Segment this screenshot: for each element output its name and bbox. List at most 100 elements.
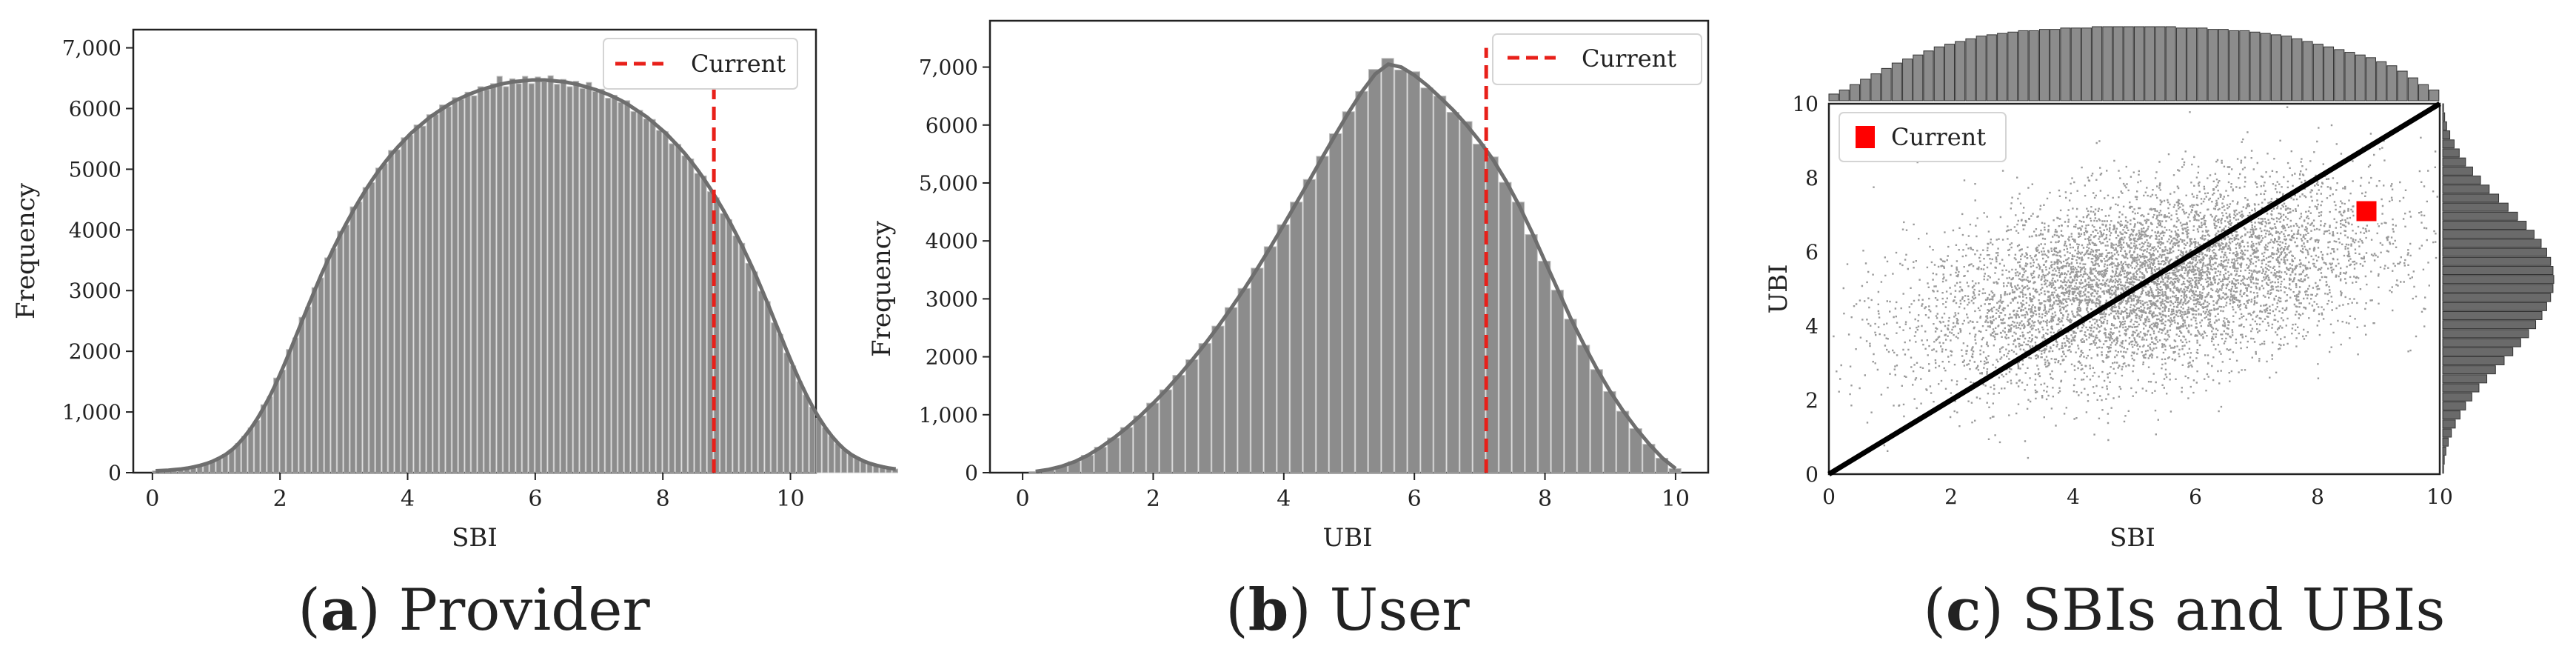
a-bar	[623, 100, 631, 473]
b-bar	[1277, 224, 1290, 473]
a-bar	[739, 242, 746, 473]
panel-c-top-marginal-bar	[2249, 31, 2261, 101]
a-bar	[503, 86, 509, 473]
panel-a-caption-text: Provider	[399, 577, 651, 644]
a-bar	[432, 114, 439, 473]
a-bar	[726, 219, 732, 473]
a-y-tick-label: 2000	[69, 339, 121, 364]
b-bar	[1159, 389, 1172, 473]
a-bar	[732, 236, 739, 473]
a-bar	[828, 436, 834, 473]
b-bar	[1237, 287, 1251, 473]
a-x-tick-label: 8	[656, 486, 670, 512]
b-bar	[1577, 345, 1590, 473]
panel-c-right-marginal-bar	[2442, 302, 2547, 311]
panel-b-y-ticks: 0 1,000 2000 3000 4000 5,000 6000 7,000	[919, 56, 990, 485]
a-bar	[752, 271, 758, 473]
a-bar	[305, 306, 312, 473]
b-x-tick-label: 0	[1016, 486, 1030, 512]
panel-c-top-marginal-bar	[2386, 65, 2398, 101]
panel-c-top-marginal-bar	[2007, 31, 2018, 101]
a-bar	[783, 353, 790, 473]
panel-c-right-marginal-histogram	[2442, 103, 2555, 474]
panel-b-x-ticks: 0 2 4 6 8 10	[1016, 473, 1690, 512]
panel-c-right-marginal-bar	[2442, 437, 2449, 447]
a-bar	[522, 76, 529, 473]
panel-c-y-axis-label: UBI	[1764, 264, 1793, 313]
a-bar	[764, 301, 771, 473]
panel-a-legend-box	[603, 38, 798, 90]
panel-a-bars	[152, 75, 899, 473]
a-bar	[745, 262, 752, 473]
panel-c-top-marginal-bar	[2197, 27, 2208, 101]
panel-c-x-axis-label: SBI	[2110, 523, 2155, 553]
a-y-tick-label: 7,000	[62, 36, 121, 61]
a-bar	[413, 124, 420, 473]
b-bar	[1590, 369, 1603, 473]
a-bar	[496, 76, 503, 473]
panel-c-top-marginal-bar	[1913, 54, 1924, 101]
panel-b-x-axis-label: UBI	[1322, 523, 1372, 553]
a-bar	[477, 86, 484, 473]
panel-c-right-marginal-bar	[2442, 374, 2488, 384]
panel-c-right-marginal-bar	[2442, 293, 2552, 302]
panel-c-top-marginal-bar	[2218, 29, 2229, 101]
a-bar	[803, 394, 809, 473]
panel-c-right-marginal-bar	[2442, 157, 2466, 167]
a-bar	[579, 87, 586, 473]
panel-c-scatter: 0 2 4 6 8 10 0 2 4 6 8 10 SBI UBI Current (c) SBIs…	[1764, 26, 2555, 644]
b-y-tick-label: 5,000	[919, 171, 978, 196]
a-bar	[720, 213, 726, 473]
b-x-tick-label: 8	[1538, 486, 1552, 512]
panel-c-top-marginal-bar	[2165, 26, 2176, 101]
panel-c-top-marginal-bar	[1965, 38, 1976, 101]
b-bar	[1616, 410, 1630, 473]
panel-c-x-tick-label: 0	[1822, 485, 1836, 509]
panel-c-x-ticks: 0 2 4 6 8 10	[1822, 485, 2453, 509]
panel-c-right-marginal-bar	[2442, 329, 2529, 339]
a-bar	[318, 277, 324, 473]
a-bar	[369, 182, 375, 473]
panel-c-top-marginal-bar	[2134, 26, 2145, 101]
a-bar	[286, 349, 292, 473]
panel-c-top-marginal-bar	[1976, 36, 1987, 101]
panel-c-top-marginal-bar	[1923, 50, 1934, 101]
panel-c-right-marginal-bar	[2442, 139, 2455, 149]
panel-c-top-marginal-bar	[1849, 84, 1860, 101]
panel-c-top-marginal-bar	[2292, 38, 2303, 101]
panel-c-top-marginal-bar	[1828, 93, 1839, 101]
a-bar	[292, 337, 299, 473]
panel-c-top-marginal-bar	[1891, 62, 1902, 101]
panel-c-top-marginal-bar	[2018, 30, 2029, 101]
b-bar	[1290, 202, 1303, 473]
b-bar	[1355, 90, 1368, 473]
b-bar	[1433, 96, 1447, 473]
b-bar	[1381, 58, 1394, 473]
a-bar	[337, 230, 344, 473]
panel-c-top-marginal-bar	[2397, 70, 2408, 101]
a-y-tick-label: 1,000	[62, 400, 121, 425]
a-bar	[267, 396, 273, 473]
a-bar	[605, 98, 612, 473]
a-bar	[362, 187, 369, 473]
b-bar	[1368, 69, 1382, 473]
panel-c-top-marginal-bar	[1933, 46, 1944, 101]
b-bar	[1251, 267, 1264, 473]
a-bar	[375, 167, 382, 473]
panel-c-right-marginal-bar	[2442, 428, 2452, 438]
panel-b-legend-label: Current	[1582, 44, 1676, 73]
panel-c-right-marginal-bar	[2442, 130, 2451, 140]
a-bar	[247, 427, 254, 473]
a-bar	[643, 118, 649, 473]
panel-c-right-marginal-bar	[2442, 383, 2480, 393]
b-bar	[1603, 391, 1616, 473]
b-x-tick-label: 6	[1408, 486, 1422, 512]
panel-c-top-marginal-bar	[2038, 29, 2050, 101]
panel-c-top-marginal-bar	[2429, 89, 2440, 101]
b-bar	[1459, 121, 1473, 473]
a-bar	[324, 257, 331, 473]
a-bar	[586, 81, 592, 473]
a-bar	[840, 449, 848, 473]
b-bar	[1316, 156, 1329, 473]
panel-c-top-marginal-bar	[2123, 26, 2134, 101]
